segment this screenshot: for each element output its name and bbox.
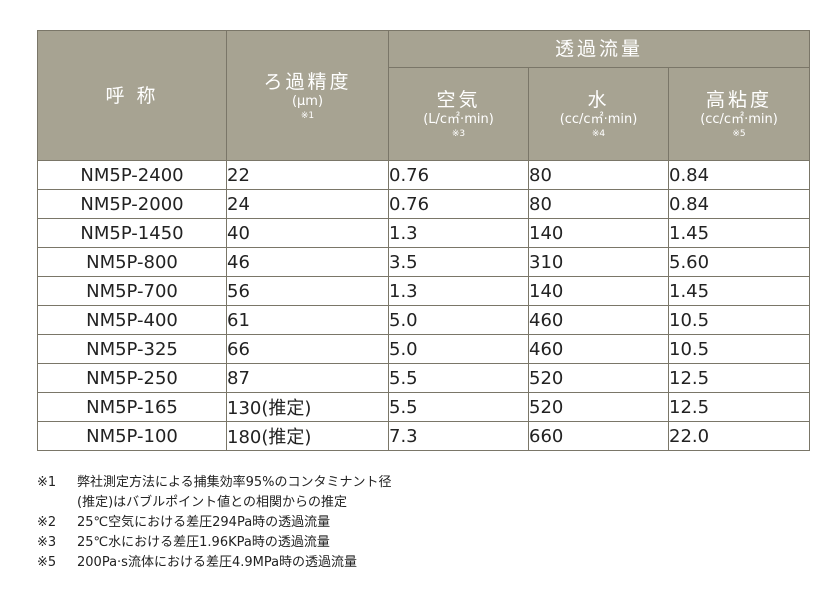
cell-precision: 46 [226,247,389,277]
table-body: NM5P-2400 22 0.76 80 0.84 NM5P-2000 24 0… [37,160,810,451]
header-precision-note: ※1 [300,110,315,121]
cell-air: 1.3 [388,276,529,306]
footnote: ※5 200Pa·s流体における差圧4.9MPa時の透過流量 [37,553,392,573]
cell-name: NM5P-165 [37,392,227,422]
cell-viscous: 12.5 [668,363,810,393]
cell-water: 460 [528,334,669,364]
cell-water: 660 [528,421,669,451]
cell-precision: 130(推定) [226,392,389,422]
cell-air: 5.5 [388,363,529,393]
header-water: 水 (cc/c㎡·min) ※4 [528,67,669,161]
header-flow-group: 透過流量 [388,30,810,68]
header-precision: ろ過精度 (μm) ※1 [226,30,389,161]
footnote-text: 弊社測定方法による捕集効率95%のコンタミナント径 [77,475,392,490]
header-air-note: ※3 [451,129,466,139]
cell-viscous: 0.84 [668,189,810,219]
cell-viscous: 5.60 [668,247,810,277]
spec-table: 呼 称 ろ過精度 (μm) ※1 透過流量 空気 (L/c㎡·min) ※3 水… [37,30,810,451]
footnote-text: 25℃水における差圧1.96KPa時の透過流量 [77,535,330,550]
table-row: NM5P-250 87 5.5 520 12.5 [37,363,810,393]
footnote-text: 200Pa·s流体における差圧4.9MPa時の透過流量 [77,555,358,570]
header-air: 空気 (L/c㎡·min) ※3 [388,67,529,161]
cell-precision: 66 [226,334,389,364]
cell-name: NM5P-700 [37,276,227,306]
cell-air: 7.3 [388,421,529,451]
cell-air: 5.0 [388,334,529,364]
cell-water: 520 [528,363,669,393]
header-water-label: 水 [587,89,610,111]
cell-water: 140 [528,218,669,248]
cell-air: 0.76 [388,189,529,219]
cell-name: NM5P-2000 [37,189,227,219]
header-viscous-unit: (cc/c㎡·min) [700,112,778,127]
header-water-note: ※4 [591,129,606,139]
header-viscous: 高粘度 (cc/c㎡·min) ※5 [668,67,810,161]
footnote-mark: ※5 [37,555,57,570]
header-precision-unit: (μm) [291,93,324,109]
header-precision-label: ろ過精度 [263,70,352,93]
cell-air: 5.0 [388,305,529,335]
cell-air: 1.3 [388,218,529,248]
cell-precision: 24 [226,189,389,219]
footnote-text: 25℃空気における差圧294Pa時の透過流量 [77,515,331,530]
header-name-label: 呼 称 [105,84,159,107]
table-row: NM5P-700 56 1.3 140 1.45 [37,276,810,306]
cell-name: NM5P-800 [37,247,227,277]
cell-viscous: 12.5 [668,392,810,422]
cell-name: NM5P-2400 [37,160,227,190]
header-air-unit: (L/c㎡·min) [423,112,494,127]
table-row: NM5P-165 130(推定) 5.5 520 12.5 [37,392,810,422]
cell-viscous: 1.45 [668,276,810,306]
cell-water: 80 [528,160,669,190]
cell-water: 460 [528,305,669,335]
header-viscous-label: 高粘度 [705,89,772,111]
cell-precision: 180(推定) [226,421,389,451]
header-viscous-note: ※5 [732,129,746,139]
header-name: 呼 称 [37,30,227,161]
cell-precision: 40 [226,218,389,248]
footnote-mark: ※1 [37,475,57,490]
table-row: NM5P-800 46 3.5 310 5.60 [37,247,810,277]
cell-precision: 87 [226,363,389,393]
table-row: NM5P-2400 22 0.76 80 0.84 [37,160,810,190]
cell-name: NM5P-100 [37,421,227,451]
cell-name: NM5P-325 [37,334,227,364]
cell-air: 5.5 [388,392,529,422]
cell-viscous: 10.5 [668,334,810,364]
header-flow-group-label: 透過流量 [554,38,643,60]
footnote: ※1 弊社測定方法による捕集効率95%のコンタミナント径 [37,473,392,493]
footnote: (推定)はバブルポイント値との相関からの推定 [37,493,392,513]
cell-viscous: 1.45 [668,218,810,248]
cell-name: NM5P-1450 [37,218,227,248]
cell-viscous: 10.5 [668,305,810,335]
header-water-unit: (cc/c㎡·min) [559,112,638,127]
table-row: NM5P-400 61 5.0 460 10.5 [37,305,810,335]
footnote: ※3 25℃水における差圧1.96KPa時の透過流量 [37,533,392,553]
table-row: NM5P-2000 24 0.76 80 0.84 [37,189,810,219]
cell-precision: 56 [226,276,389,306]
footnote-mark: ※2 [37,515,57,530]
cell-viscous: 22.0 [668,421,810,451]
cell-air: 3.5 [388,247,529,277]
footnote-mark [37,493,77,513]
cell-water: 310 [528,247,669,277]
footnote-mark: ※3 [37,535,57,550]
table-row: NM5P-100 180(推定) 7.3 660 22.0 [37,421,810,451]
cell-water: 140 [528,276,669,306]
cell-water: 80 [528,189,669,219]
table-row: NM5P-1450 40 1.3 140 1.45 [37,218,810,248]
cell-precision: 22 [226,160,389,190]
cell-name: NM5P-400 [37,305,227,335]
cell-water: 520 [528,392,669,422]
footnote-text: (推定)はバブルポイント値との相関からの推定 [77,495,348,510]
table-row: NM5P-325 66 5.0 460 10.5 [37,334,810,364]
footnotes: ※1 弊社測定方法による捕集効率95%のコンタミナント径 (推定)はバブルポイン… [37,473,392,573]
cell-air: 0.76 [388,160,529,190]
header-air-label: 空気 [436,89,481,111]
footnote: ※2 25℃空気における差圧294Pa時の透過流量 [37,513,392,533]
cell-precision: 61 [226,305,389,335]
cell-viscous: 0.84 [668,160,810,190]
cell-name: NM5P-250 [37,363,227,393]
